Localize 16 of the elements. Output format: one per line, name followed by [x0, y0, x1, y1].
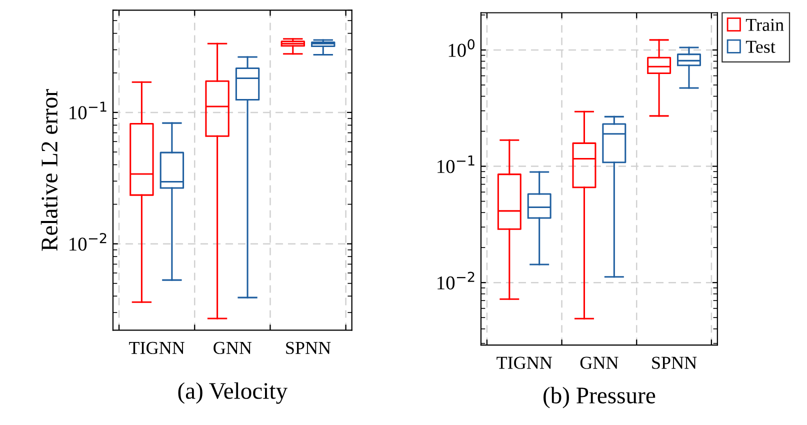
text: (b) Pressure	[544, 386, 656, 408]
x-tick-label: SPNN	[286, 342, 331, 354]
y-tick-label: 10$^{0}$	[448, 39, 475, 57]
y-axis-title: Relative L2 error	[40, 89, 58, 251]
y-tick-label: 10$^{−1}$	[70, 102, 106, 120]
y-tick-label: 10$^{−2}$	[438, 272, 474, 290]
y-tick-label: 10$^{−2}$	[70, 233, 106, 251]
x-tick-label: SPNN	[652, 356, 697, 369]
x-tick-label: GNN	[580, 356, 618, 369]
text: (a) Velocity	[178, 382, 288, 404]
legend-label: Test	[746, 40, 776, 53]
x-tick-label: TIGNN	[129, 342, 184, 354]
x-tick-label: TIGNN	[496, 356, 552, 369]
legend-label: Train	[746, 18, 784, 31]
x-tick-label: GNN	[214, 342, 252, 354]
y-tick-label: 10$^{−1}$	[438, 156, 474, 174]
